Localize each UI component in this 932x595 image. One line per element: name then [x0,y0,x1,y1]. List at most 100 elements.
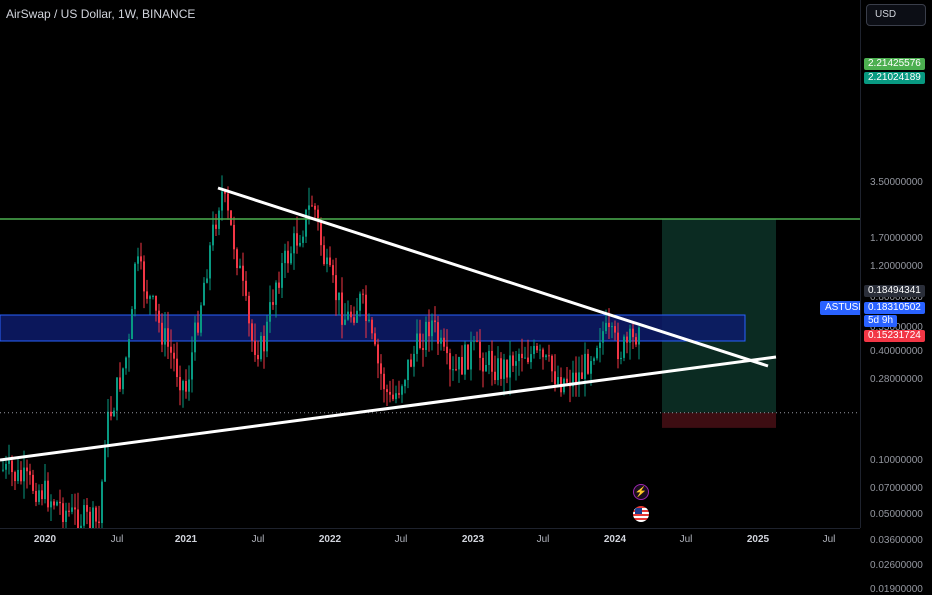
time-axis[interactable]: 2020 Jul 2021 Jul 2022 Jul 2023 Jul 2024 Jul 2025 J… [0,528,860,551]
candle-body [449,353,451,370]
candle-body [257,354,259,360]
candle-body [284,250,286,264]
us-flag-icon[interactable] [633,506,649,522]
candle-body [104,444,106,482]
candle-body [248,295,250,324]
candle-body [494,371,496,381]
candle-body [377,344,379,364]
candle-body [587,353,589,374]
candle-body [215,224,217,229]
candle-body [521,353,523,359]
candle-body [221,191,223,211]
candle-body [518,353,520,362]
candle-body [8,460,10,464]
tp-upper-price-tag: 2.21425576 [864,58,925,70]
price-tick-label: 0.02600000 [870,559,923,571]
candle-body [74,507,76,510]
candle-body [11,460,13,473]
candle-body [344,319,346,325]
candle-body [605,322,607,332]
candle-body [83,505,85,526]
candle-body [164,328,166,345]
candle-body [476,340,478,342]
candle-body [614,326,616,333]
candle-body [14,472,16,482]
candle-body [119,377,121,390]
candle-body [485,364,487,372]
time-axis-label: 2023 [461,534,485,545]
candle-body [554,371,556,385]
candle-body [305,209,307,237]
candle-body [314,205,316,210]
candle-body [194,322,196,353]
chart-pane[interactable]: AirSwap / US Dollar, 1W, BINANCE [0,0,860,528]
chart-canvas[interactable] [0,0,860,528]
candle-body [395,393,397,400]
candle-body [86,505,88,512]
candle-body [98,521,100,524]
candle-body [524,357,526,359]
candle-body [134,263,136,310]
currency-selector-button[interactable]: USD [866,4,926,26]
candle-body [272,302,274,305]
candle-body [593,358,595,362]
candle-body [602,331,604,343]
candle-body [539,349,541,351]
candle-body [29,471,31,475]
candle-body [353,317,355,323]
candle-body [203,282,205,306]
time-axis-label: Jul [536,534,550,545]
candle-body [590,361,592,374]
candle-body [533,345,535,355]
candle-body [356,310,358,323]
candle-body [362,293,364,295]
candle-body [542,349,544,358]
candle-body [32,474,34,491]
candle-body [233,224,235,250]
candle-body [113,410,115,417]
time-axis-label: 2025 [746,534,770,545]
candle-body [173,352,175,359]
candle-body [152,295,154,297]
price-tick-label: 0.40000000 [870,346,923,358]
candle-body [50,501,52,508]
candle-body [176,358,178,378]
candle-body [584,353,586,379]
candle-body [500,358,502,379]
candle-body [230,210,232,225]
candle-body [206,278,208,283]
candle-body [68,510,70,512]
symbol-title[interactable]: AirSwap / US Dollar, 1W, BINANCE [6,7,196,21]
candle-body [200,305,202,333]
candle-body [137,256,139,264]
candle-body [20,469,22,482]
tp-lower-price-tag: 2.21024189 [864,72,925,84]
ascending-trendline [0,355,777,462]
candle-body [332,265,334,276]
candle-body [623,336,625,358]
candle-body [629,328,631,343]
candle-body [269,302,271,322]
candle-body [446,346,448,354]
candle-body [374,333,376,345]
long-position-loss-zone [662,412,776,428]
candle-body [365,294,367,321]
candle-body [467,344,469,370]
candle-body [506,359,508,378]
candle-body [380,363,382,374]
candle-body [404,380,406,387]
candle-body [545,355,547,358]
candle-body [65,510,67,522]
candle-body [110,411,112,417]
candle-body [170,346,172,353]
candle-body [227,193,229,211]
candle-body [209,245,211,279]
candle-body [392,394,394,400]
candle-body [503,359,505,379]
candle-body [236,249,238,269]
candle-body [38,490,40,502]
lightning-icon[interactable]: ⚡ [633,484,649,500]
price-axis[interactable]: USD 3.50000000 1.70000000 1.20000000 0.8000… [860,0,932,595]
candle-body [26,467,28,472]
candle-body [197,322,199,333]
